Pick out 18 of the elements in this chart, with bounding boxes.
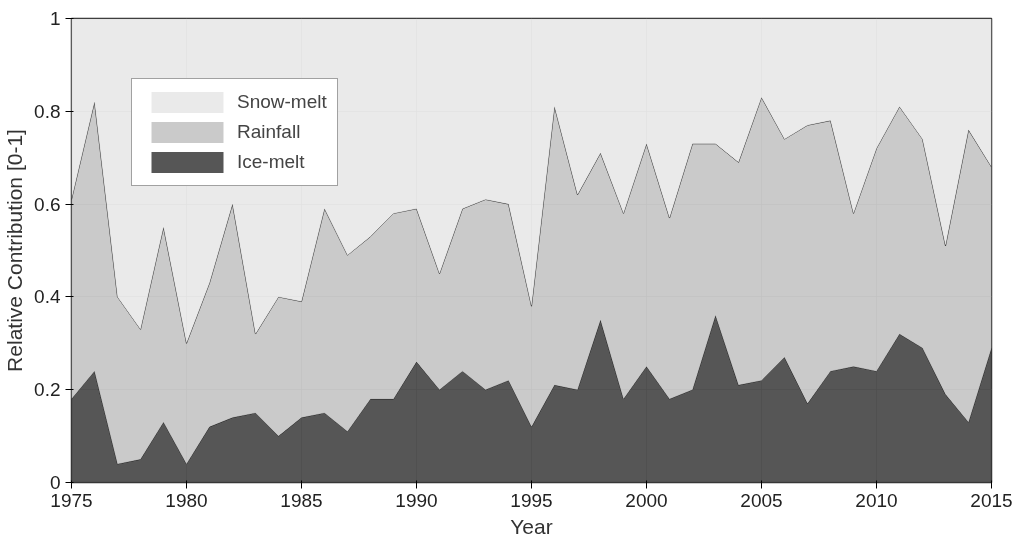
x-axis-title: Year (510, 514, 553, 538)
x-tick-label: 1990 (395, 489, 438, 511)
x-tick-label: 1980 (165, 489, 208, 511)
legend-label: Rainfall (237, 121, 301, 143)
y-tick-label: 0.6 (34, 193, 61, 215)
y-tick-label: 1 (49, 8, 61, 29)
y-tick-label: 0.8 (34, 100, 61, 122)
y-axis-title: Relative Contribution [0-1] (3, 129, 27, 372)
x-tick-label: 2010 (855, 489, 898, 511)
legend-label: Ice-melt (237, 151, 305, 173)
x-tick-label: 2005 (740, 489, 783, 511)
x-tick-label: 1985 (280, 489, 323, 511)
x-tick-label: 2000 (625, 489, 668, 511)
x-tick-label: 2015 (970, 489, 1013, 511)
y-tick-label: 0.4 (34, 286, 61, 308)
y-tick-label: 0.2 (34, 379, 61, 401)
x-tick-label: 1995 (510, 489, 553, 511)
legend-label: Snow-melt (237, 91, 327, 113)
